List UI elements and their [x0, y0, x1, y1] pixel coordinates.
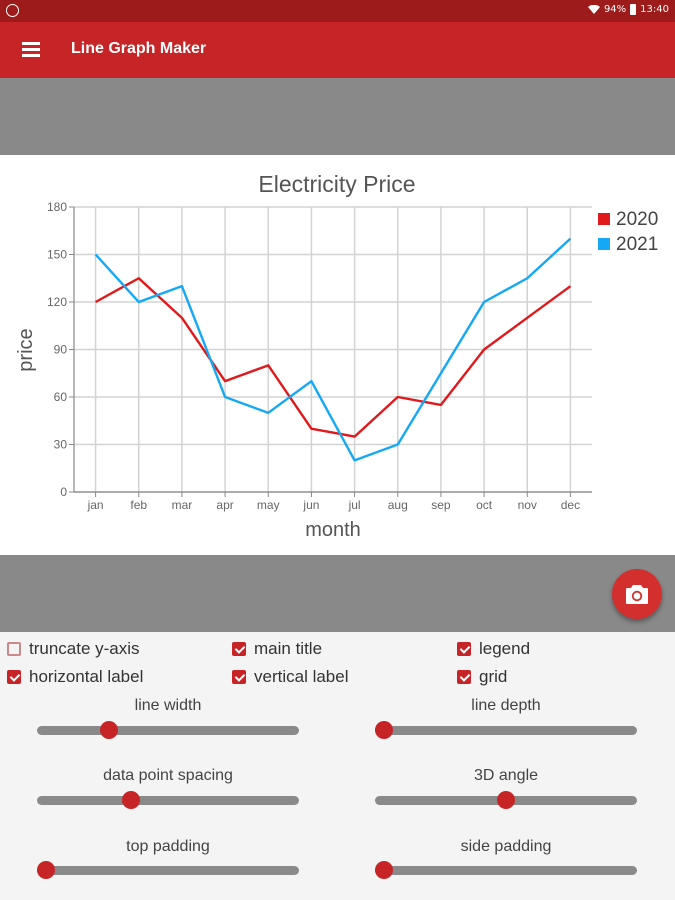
slider-thumb[interactable]: [100, 721, 119, 739]
y-tick-label: 150: [47, 248, 67, 262]
camera-icon: [626, 585, 648, 604]
checkbox-box: [457, 642, 471, 656]
grid-checkbox[interactable]: grid: [457, 667, 507, 687]
x-tick-label: jul: [348, 498, 361, 512]
x-tick-label: jan: [87, 498, 104, 512]
series-line-2020: [95, 277, 572, 438]
slider-thumb[interactable]: [122, 791, 141, 809]
wifi-icon: [587, 5, 600, 14]
x-tick-label: sep: [431, 498, 451, 512]
battery-percent: 94%: [603, 4, 627, 15]
app-title: Line Graph Maker: [71, 40, 207, 57]
side-padding-slider[interactable]: [375, 861, 637, 879]
slider-thumb[interactable]: [375, 861, 393, 879]
checkbox-label: legend: [479, 639, 531, 658]
line-chart: 0 30 60 90 120 150 180 jan feb mar apr may jun jul aug…: [15, 171, 658, 541]
status-bar: 94% 13:40: [0, 0, 675, 22]
3d-angle-label: 3D angle: [473, 767, 539, 784]
legend-swatch-2020: [598, 213, 610, 225]
checkbox-label: truncate y-axis: [29, 639, 140, 658]
top-padding-slider[interactable]: [37, 861, 299, 879]
y-tick-label: 180: [47, 200, 67, 214]
y-tick-label: 120: [47, 295, 67, 309]
x-tick-label: dec: [561, 498, 580, 512]
x-tick-label: may: [257, 498, 280, 512]
x-tick-label: nov: [518, 498, 537, 512]
y-axis-label: price: [15, 328, 37, 371]
checkbox-label: grid: [479, 667, 508, 686]
x-tick-label: oct: [476, 498, 493, 512]
slider-thumb[interactable]: [497, 791, 515, 809]
main-title-checkbox[interactable]: main title: [232, 639, 322, 659]
checkbox-label: main title: [254, 639, 323, 658]
checkbox-box: [232, 642, 246, 656]
legend-checkbox[interactable]: legend: [457, 639, 530, 659]
x-tick-label: jun: [302, 498, 319, 512]
controls-panel: truncate y-axis main title legend horizo…: [0, 632, 675, 900]
series-line-2021: [94, 237, 572, 462]
hamburger-menu-icon[interactable]: [22, 42, 42, 58]
slider-thumb[interactable]: [375, 721, 393, 739]
app-bar: Line Graph Maker: [0, 22, 675, 78]
x-tick-label: mar: [172, 498, 193, 512]
checkbox-box: [232, 670, 246, 684]
checkbox-label: vertical label: [254, 667, 349, 686]
camera-button[interactable]: [612, 569, 662, 619]
notification-icon: [6, 4, 19, 17]
legend-swatch-2021: [598, 238, 610, 250]
vertical-label-checkbox[interactable]: vertical label: [232, 667, 349, 687]
clock: 13:40: [640, 4, 669, 15]
x-tick-label: apr: [216, 498, 233, 512]
y-tick-label: 90: [54, 343, 68, 357]
y-tick-label: 60: [54, 390, 68, 404]
3d-angle-slider[interactable]: [375, 791, 637, 809]
line-width-slider[interactable]: [37, 721, 299, 739]
battery-icon: [630, 4, 637, 15]
chart-area: 0 30 60 90 120 150 180 jan feb mar apr may jun jul aug…: [0, 155, 675, 555]
x-tick-label: feb: [130, 498, 147, 512]
status-tray: 94% 13:40: [587, 4, 669, 15]
line-width-label: line width: [134, 697, 202, 714]
chart-title: Electricity Price: [258, 171, 415, 197]
top-padding-band: [0, 78, 675, 155]
top-padding-label: top padding: [126, 838, 210, 855]
line-depth-label: line depth: [471, 697, 541, 714]
y-tick-label: 0: [60, 485, 67, 499]
x-tick-label: aug: [388, 498, 408, 512]
data-point-spacing-slider[interactable]: [37, 791, 299, 809]
y-tick-label: 30: [54, 438, 68, 452]
bottom-padding-band: [0, 555, 675, 632]
x-axis-label: month: [305, 519, 361, 541]
horizontal-label-checkbox[interactable]: horizontal label: [7, 667, 143, 687]
checkbox-box: [7, 670, 21, 684]
legend-label: 2021: [616, 234, 658, 255]
side-padding-label: side padding: [460, 838, 552, 855]
checkbox-box: [457, 670, 471, 684]
checkbox-box: [7, 642, 21, 656]
legend-label: 2020: [616, 209, 658, 230]
data-point-spacing-label: data point spacing: [103, 767, 233, 784]
line-depth-slider[interactable]: [375, 721, 637, 739]
truncate-y-axis-checkbox[interactable]: truncate y-axis: [7, 639, 140, 659]
checkbox-label: horizontal label: [29, 667, 144, 686]
slider-thumb[interactable]: [37, 861, 55, 879]
